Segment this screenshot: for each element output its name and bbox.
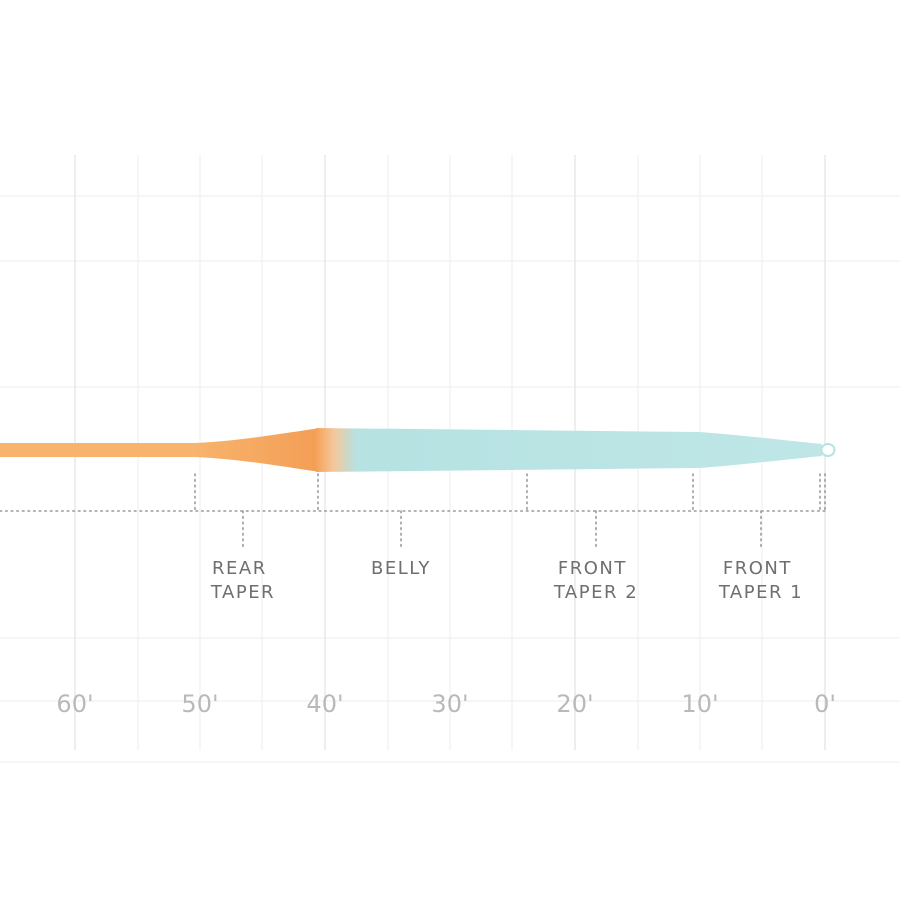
distance-axis: 60' 50' 40' 30' 20' 10' 0' — [56, 690, 836, 718]
distance-label-60: 60' — [56, 690, 93, 718]
segment-dimension-lines — [0, 473, 827, 549]
segment-label-belly: BELLY — [371, 558, 431, 579]
distance-label-40: 40' — [306, 690, 343, 718]
tip-loop-icon — [820, 443, 836, 457]
head-section — [316, 428, 822, 472]
segment-label-rear-taper: REAR TAPER — [210, 558, 275, 603]
distance-label-30: 30' — [431, 690, 468, 718]
rear-taper-section — [195, 428, 320, 472]
distance-label-20: 20' — [556, 690, 593, 718]
segment-label-front-taper-2: FRONT TAPER 2 — [553, 558, 638, 603]
distance-label-50: 50' — [181, 690, 218, 718]
segment-label-front-taper-1: FRONT TAPER 1 — [718, 558, 803, 603]
running-line — [0, 443, 205, 457]
distance-label-10: 10' — [681, 690, 718, 718]
distance-label-0: 0' — [814, 690, 836, 718]
